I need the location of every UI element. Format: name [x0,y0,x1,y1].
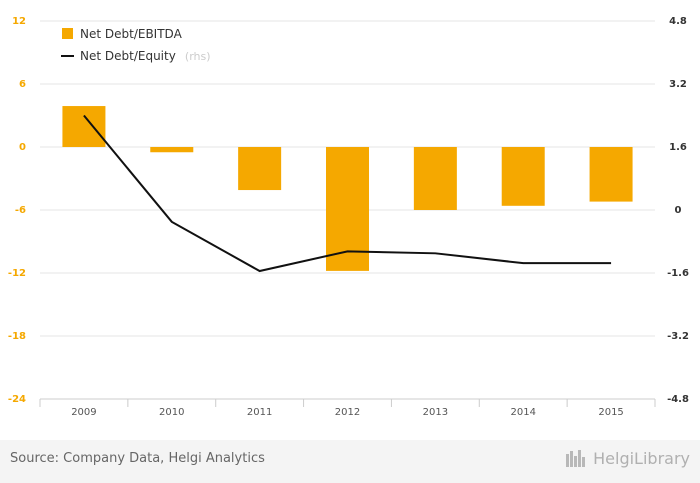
x-tick-label: 2010 [159,407,184,418]
footer: Source: Company Data, Helgi Analytics He… [0,440,700,483]
chart: 2009 2010 2011 2012 2013 2014 2015 12 6 0 -6 -12 -1… [8,16,689,418]
bar [238,147,282,191]
y-left-tick-label: -6 [15,205,26,216]
legend-label-line: Net Debt/Equity [80,49,176,63]
x-tick-label: 2013 [423,407,448,418]
y-left-tick-label: -12 [8,268,26,279]
bar [62,106,106,147]
x-tick-label: 2011 [247,407,272,418]
legend: Net Debt/EBITDA Net Debt/Equity (rhs) [61,27,211,64]
legend-item-line: Net Debt/Equity (rhs) [80,45,211,64]
brand-name: HelgiLibrary [593,448,690,468]
y-right-tick-label: 0 [675,205,682,216]
library-icon [565,448,587,468]
y-left-tick-label: 0 [19,142,26,153]
y-right-tick-label: -1.6 [667,268,689,279]
y-left-tick-label: -24 [8,394,26,405]
y-axis-left: 12 6 0 -6 -12 -18 -24 [8,16,26,405]
legend-suffix-rhs: (rhs) [185,50,211,63]
bar [150,147,194,153]
x-tick-label: 2012 [335,407,360,418]
y-right-tick-label: -4.8 [667,394,689,405]
y-left-tick-label: 6 [19,79,26,90]
bar [589,147,633,202]
legend-swatch-bar [62,28,73,39]
series-line [83,114,612,273]
y-right-tick-label: 1.6 [669,142,687,153]
bar [413,147,457,210]
source-note: Source: Company Data, Helgi Analytics [10,451,265,466]
line-series [83,114,612,273]
legend-label-bar: Net Debt/EBITDA [80,27,183,41]
bar [326,147,369,271]
x-tick-label: 2009 [71,407,96,418]
bar-series [62,106,633,271]
y-axis-right: 4.8 3.2 1.6 0 -1.6 -3.2 -4.8 [667,16,689,405]
y-right-tick-label: 3.2 [669,79,687,90]
y-right-tick-label: 4.8 [669,16,687,27]
y-right-tick-label: -3.2 [667,331,689,342]
brand-logo[interactable]: HelgiLibrary [565,448,690,468]
bar [501,147,545,206]
x-tick-label: 2014 [510,407,535,418]
y-left-tick-label: -18 [8,331,26,342]
x-axis: 2009 2010 2011 2012 2013 2014 2015 [39,398,656,418]
x-tick-label: 2015 [598,407,623,418]
y-left-tick-label: 12 [12,16,26,27]
